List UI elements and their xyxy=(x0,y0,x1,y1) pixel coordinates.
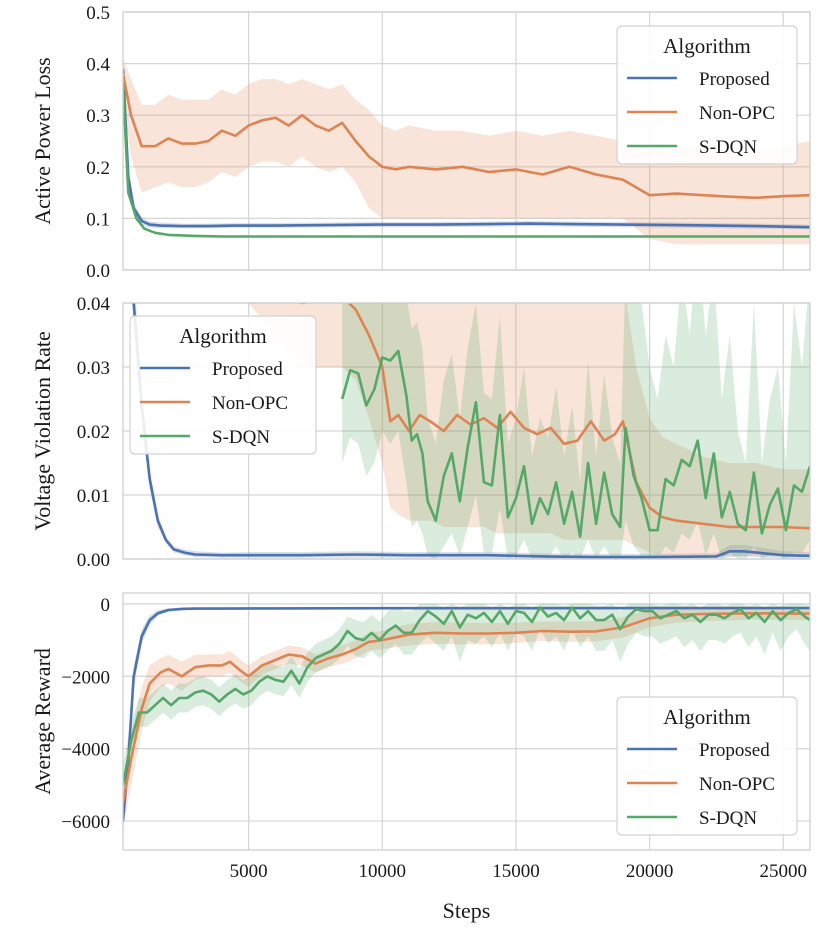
x-tick-label: 25000 xyxy=(760,861,808,882)
legend-entry-non-opc: Non-OPC xyxy=(699,774,775,795)
series-line-proposed xyxy=(123,68,810,229)
y-tick-label: 0.03 xyxy=(77,358,110,379)
legend-entry-proposed: Proposed xyxy=(699,69,770,90)
legend-entry-non-opc: Non-OPC xyxy=(212,393,288,414)
legend-title: Algorithm xyxy=(663,34,751,58)
series-line-non-opc xyxy=(300,303,810,530)
legend: Algorithm Proposed Non-OPC S-DQN xyxy=(129,315,317,455)
y-tick-label: 0.0 xyxy=(86,261,110,282)
series-line-s-dqn xyxy=(340,349,810,538)
axes-frame xyxy=(122,302,811,560)
plot-area xyxy=(132,303,810,559)
y-tick-label: 0.5 xyxy=(86,3,110,24)
legend-title: Algorithm xyxy=(179,324,267,348)
active-power-loss-panel: 0.0 0.1 0.2 0.3 0.4 0.5 Active Power Loss Algor… xyxy=(30,3,811,282)
legend-entry-proposed: Proposed xyxy=(212,359,283,380)
legend: Algorithm Proposed Non-OPC S-DQN xyxy=(616,696,798,836)
y-tick-label: 0.2 xyxy=(86,158,110,179)
series-line-non-opc xyxy=(123,73,810,200)
legend-box xyxy=(616,696,798,836)
confidence-band-s-dqn xyxy=(123,603,810,807)
legend: Algorithm Proposed Non-OPC S-DQN xyxy=(616,25,798,165)
x-tick-label: 5000 xyxy=(230,861,268,882)
series-line-s-dqn xyxy=(123,84,810,238)
confidence-band-non-opc xyxy=(123,606,810,829)
x-tick-label: 15000 xyxy=(492,861,540,882)
legend-title: Algorithm xyxy=(663,705,751,729)
series-line-non-opc xyxy=(123,611,810,804)
y-tick-label: −4000 xyxy=(61,740,110,761)
x-tick-label: 20000 xyxy=(626,861,674,882)
legend-box xyxy=(129,315,317,455)
y-tick-label: 0.00 xyxy=(77,550,110,571)
y-tick-label: 0.01 xyxy=(77,486,110,507)
y-tick-label: 0.1 xyxy=(86,209,110,230)
legend-entry-s-dqn: S-DQN xyxy=(699,137,757,158)
legend-entry-s-dqn: S-DQN xyxy=(212,427,270,448)
legend-entry-s-dqn: S-DQN xyxy=(699,808,757,829)
plot-area xyxy=(123,603,810,832)
series-line-proposed xyxy=(132,303,810,559)
y-axis-label: Voltage Violation Rate xyxy=(30,331,55,531)
x-axis-label: Steps xyxy=(443,898,491,923)
legend-box xyxy=(616,25,798,165)
y-tick-label: −6000 xyxy=(61,812,110,833)
y-tick-label: 0.04 xyxy=(77,294,111,315)
y-tick-label: 0.3 xyxy=(86,106,110,127)
legend-entry-non-opc: Non-OPC xyxy=(699,103,775,124)
y-axis-label: Active Power Loss xyxy=(30,57,55,224)
series-line-proposed xyxy=(123,606,810,822)
plot-area xyxy=(123,58,810,245)
x-tick-label: 10000 xyxy=(359,861,407,882)
average-reward-panel: −6000 −4000 −2000 0 5000 10000 15000 20000 25000… xyxy=(30,592,811,923)
series-line-s-dqn xyxy=(123,606,810,786)
y-tick-label: 0.02 xyxy=(77,422,110,443)
axes-frame xyxy=(122,11,811,271)
legend-entry-proposed: Proposed xyxy=(699,740,770,761)
y-tick-label: 0.4 xyxy=(86,55,110,76)
y-tick-label: −2000 xyxy=(61,667,110,688)
y-axis-label: Average Reward xyxy=(30,648,55,795)
axes-frame xyxy=(122,592,811,851)
y-tick-label: 0 xyxy=(101,595,111,616)
confidence-band-non-opc xyxy=(123,58,810,245)
voltage-violation-rate-panel: 0.00 0.01 0.02 0.03 0.04 Voltage Violation Ra… xyxy=(30,294,811,571)
